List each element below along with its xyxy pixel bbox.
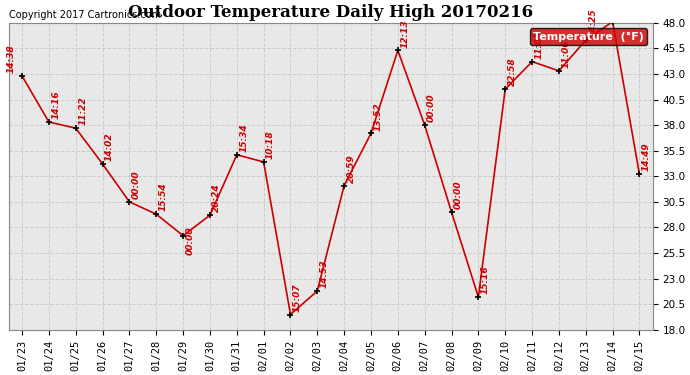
Legend: Temperature  (°F): Temperature (°F) (530, 28, 647, 45)
Text: 10:18: 10:18 (266, 130, 275, 159)
Text: 13:52: 13:52 (373, 102, 382, 130)
Text: 22:58: 22:58 (508, 58, 517, 87)
Text: 15:34: 15:34 (239, 123, 248, 152)
Text: 14:49: 14:49 (0, 374, 1, 375)
Text: 14:16: 14:16 (51, 91, 60, 119)
Text: 15:07: 15:07 (293, 283, 302, 312)
Text: Copyright 2017 Cartronics.com: Copyright 2017 Cartronics.com (9, 10, 161, 20)
Text: 14:25: 14:25 (588, 9, 598, 38)
Text: 11:06: 11:06 (562, 39, 571, 68)
Text: 11:09: 11:09 (535, 30, 544, 59)
Text: 11:22: 11:22 (78, 97, 87, 125)
Text: 15:16: 15:16 (481, 266, 490, 294)
Text: 14:38: 14:38 (6, 45, 15, 73)
Text: 20:24: 20:24 (213, 184, 221, 212)
Text: 14:02: 14:02 (105, 133, 114, 161)
Text: 00:00: 00:00 (427, 94, 436, 122)
Text: 12:13: 12:13 (400, 19, 409, 48)
Text: 00:00: 00:00 (186, 226, 195, 255)
Text: 20:59: 20:59 (346, 154, 355, 183)
Text: 00:00: 00:00 (454, 181, 463, 209)
Text: 14:53: 14:53 (319, 260, 328, 288)
Text: 14:49: 14:49 (642, 143, 651, 171)
Title: Outdoor Temperature Daily High 20170216: Outdoor Temperature Daily High 20170216 (128, 4, 533, 21)
Text: 00:00: 00:00 (132, 171, 141, 199)
Text: 15:54: 15:54 (159, 183, 168, 212)
